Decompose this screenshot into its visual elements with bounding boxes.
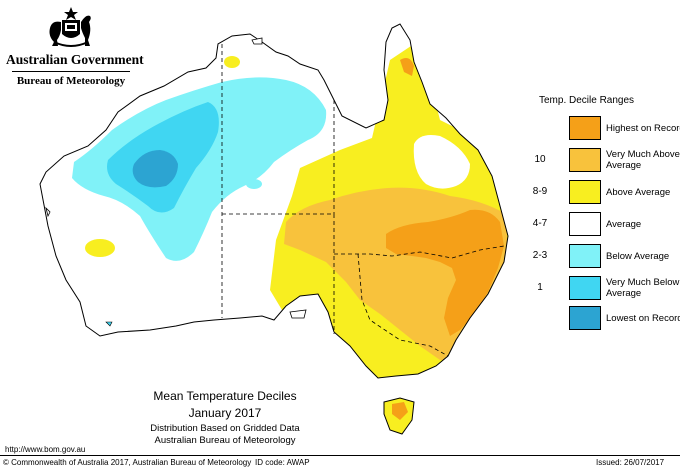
highest-record-cape-york: [400, 58, 414, 76]
legend-swatch-average: [569, 212, 601, 236]
legend-row-below: 2-3 Below Average: [520, 244, 680, 268]
legend-swatch-highest: [569, 116, 601, 140]
legend-label: Highest on Record: [606, 122, 680, 134]
map-subtitle-source: Australian Bureau of Meteorology: [154, 435, 296, 446]
legend-swatch-lowest: [569, 306, 601, 330]
legend-label: Average: [606, 218, 642, 230]
legend-label: Lowest on Record: [606, 312, 680, 324]
kangaroo-island: [289, 309, 307, 319]
logo-divider: [12, 71, 130, 72]
below-average-region: [72, 77, 327, 261]
island-sw: [105, 321, 113, 327]
legend-swatch-very-much-above: [569, 148, 601, 172]
legend-key: 8-9: [532, 186, 548, 197]
legend-label: Very Much Below Average: [606, 277, 680, 299]
legend-label: Above Average: [606, 186, 671, 198]
legend-row-highest: Highest on Record: [520, 116, 680, 140]
copyright-text: © Commonwealth of Australia 2017, Austra…: [3, 458, 252, 467]
legend-label: Very Much Above Average: [606, 149, 680, 171]
australia-coastline: [39, 23, 509, 379]
id-code: ID code: AWAP: [255, 458, 310, 467]
legend-key: 2-3: [532, 250, 548, 261]
legend-key: [520, 306, 560, 330]
tiwi-islands: [251, 37, 263, 45]
map-title: Mean Temperature Deciles: [153, 389, 297, 403]
island-shark-bay: [45, 206, 51, 218]
highest-record-region: [386, 209, 504, 336]
legend-row-very-much-below: 1 Very Much Below Average: [520, 276, 680, 300]
bureau-name: Bureau of Meteorology: [16, 75, 126, 87]
legend-key: 10: [534, 154, 546, 165]
government-logo: Australian Government Bureau of Meteorol…: [6, 6, 144, 98]
legend-key: 1: [537, 282, 543, 293]
coat-of-arms-icon: [49, 7, 91, 47]
legend-title: Temp. Decile Ranges: [539, 95, 635, 106]
legend-row-very-much-above: 10 Very Much Above Average: [520, 148, 680, 172]
legend-swatch-above: [569, 180, 601, 204]
legend-key: [520, 116, 560, 140]
average-pocket-qld: [413, 135, 470, 189]
map-date: January 2017: [188, 406, 262, 420]
above-average-patch-wa: [85, 239, 115, 257]
bom-url-link[interactable]: http://www.bom.gov.au: [5, 445, 86, 454]
legend-swatch-very-much-below: [569, 276, 601, 300]
legend-swatch-below: [569, 244, 601, 268]
legend-row-lowest: Lowest on Record: [520, 306, 680, 330]
below-average-patch: [246, 179, 262, 189]
lowest-record-region: [132, 150, 178, 188]
legend-key: 4-7: [532, 218, 548, 229]
legend-row-above: 8-9 Above Average: [520, 180, 680, 204]
state-borders: [221, 44, 505, 357]
issued-date: Issued: 26/07/2017: [596, 458, 665, 467]
footer-divider: [0, 455, 680, 456]
legend-label: Below Average: [606, 250, 670, 262]
legend-row-average: 4-7 Average: [520, 212, 680, 236]
above-average-patch-nt: [224, 56, 240, 68]
government-name: Australian Government: [6, 52, 144, 67]
map-subtitle-distribution: Distribution Based on Gridded Data: [150, 423, 300, 434]
tasmania-highest-region: [392, 402, 408, 420]
